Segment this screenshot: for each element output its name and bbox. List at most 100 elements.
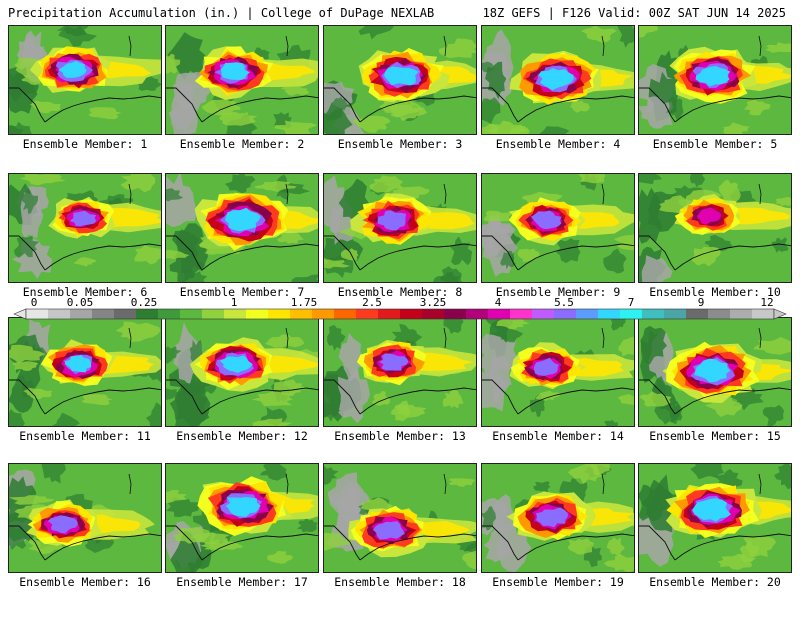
ensemble-member-label: Ensemble Member: 15 <box>649 429 781 443</box>
precip-field <box>639 464 791 572</box>
ensemble-member-panel: Ensemble Member: 5 <box>638 25 792 179</box>
colorbar-swatch <box>488 309 511 319</box>
colorbar-tick-label: 0.05 <box>66 296 94 309</box>
ensemble-member-panel: Ensemble Member: 10 <box>638 173 792 327</box>
ensemble-member-panel: Ensemble Member: 7 <box>165 173 319 327</box>
colorbar-swatch <box>510 309 533 319</box>
ensemble-member-label: Ensemble Member: 13 <box>334 429 466 443</box>
colorbar-swatch <box>180 309 203 319</box>
ensemble-member-panel: Ensemble Member: 12 <box>165 317 319 471</box>
precip-field <box>9 318 161 426</box>
ensemble-member-panel: Ensemble Member: 15 <box>638 317 792 471</box>
colorbar-swatch <box>620 309 643 319</box>
ensemble-member-label: Ensemble Member: 3 <box>337 137 463 151</box>
precip-map <box>8 317 162 427</box>
ensemble-member-panel: Ensemble Member: 13 <box>323 317 477 471</box>
precip-map <box>638 25 792 135</box>
colorbar-swatch <box>422 309 445 319</box>
precip-map <box>481 25 635 135</box>
colorbar-swatch <box>334 309 357 319</box>
precip-field <box>166 318 318 426</box>
precip-field <box>639 174 791 282</box>
colorbar-swatch <box>466 309 489 319</box>
colorbar-swatch <box>92 309 115 319</box>
precip-map <box>8 463 162 573</box>
colorbar-swatch <box>444 309 467 319</box>
colorbar-swatch <box>642 309 665 319</box>
colorbar-swatch <box>664 309 687 319</box>
precip-field <box>639 26 791 134</box>
colorbar-swatch <box>752 309 775 319</box>
colorbar-min-arrow <box>13 308 27 320</box>
ensemble-member-panel: Ensemble Member: 6 <box>8 173 162 327</box>
ensemble-member-panel: Ensemble Member: 18 <box>323 463 477 617</box>
precip-field <box>324 174 476 282</box>
model-valid-time: 18Z GEFS | F126 Valid: 00Z SAT JUN 14 20… <box>482 6 786 20</box>
ensemble-member-panel: Ensemble Member: 20 <box>638 463 792 617</box>
colorbar-swatch <box>598 309 621 319</box>
ensemble-panel-grid: Ensemble Member: 1 Ensemble Member: 2 Ense… <box>8 25 792 589</box>
colorbar-tick-label: 7 <box>627 296 635 309</box>
ensemble-member-label: Ensemble Member: 19 <box>492 575 624 589</box>
colorbar-swatch <box>114 309 137 319</box>
ensemble-member-label: Ensemble Member: 14 <box>492 429 624 443</box>
colorbar-tick-label: 5.5 <box>554 296 574 309</box>
precip-field <box>324 26 476 134</box>
colorbar-tick-label: 2.5 <box>362 296 382 309</box>
precip-map <box>165 317 319 427</box>
precip-map <box>481 317 635 427</box>
precip-field <box>482 174 634 282</box>
colorbar-tick-label: 12 <box>760 296 774 309</box>
precip-field <box>639 318 791 426</box>
precip-field <box>482 318 634 426</box>
ensemble-member-label: Ensemble Member: 17 <box>176 575 308 589</box>
colorbar-swatch <box>224 309 247 319</box>
precip-map <box>481 463 635 573</box>
colorbar-tick-label: 3.25 <box>419 296 447 309</box>
colorbar-swatch <box>312 309 335 319</box>
colorbar-swatch <box>400 309 423 319</box>
precip-map <box>638 173 792 283</box>
colorbar-max-arrow <box>773 308 787 320</box>
ensemble-member-label: Ensemble Member: 4 <box>495 137 621 151</box>
precip-map <box>323 463 477 573</box>
precip-map <box>481 173 635 283</box>
ensemble-member-panel: Ensemble Member: 16 <box>8 463 162 617</box>
colorbar-swatch <box>686 309 709 319</box>
colorbar-swatch <box>532 309 555 319</box>
precip-field <box>166 26 318 134</box>
colorbar-swatch <box>246 309 269 319</box>
precip-field <box>482 26 634 134</box>
ensemble-member-panel: Ensemble Member: 8 <box>323 173 477 327</box>
precip-field <box>482 464 634 572</box>
colorbar-swatch <box>378 309 401 319</box>
colorbar-tick-label: 4 <box>494 296 502 309</box>
colorbar-swatch <box>730 309 753 319</box>
map-title: Precipitation Accumulation (in.) | Colle… <box>8 6 435 20</box>
colorbar-tick-label: 0 <box>30 296 38 309</box>
precip-field <box>166 174 318 282</box>
colorbar-swatch <box>290 309 313 319</box>
precip-field <box>324 318 476 426</box>
ensemble-member-panel: Ensemble Member: 19 <box>481 463 635 617</box>
ensemble-member-label: Ensemble Member: 18 <box>334 575 466 589</box>
ensemble-member-panel: Ensemble Member: 3 <box>323 25 477 179</box>
ensemble-member-label: Ensemble Member: 10 <box>649 285 781 299</box>
ensemble-member-label: Ensemble Member: 1 <box>22 137 148 151</box>
ensemble-member-label: Ensemble Member: 11 <box>19 429 151 443</box>
colorbar-swatch <box>136 309 159 319</box>
ensemble-member-panel: Ensemble Member: 9 <box>481 173 635 327</box>
ensemble-member-label: Ensemble Member: 5 <box>652 137 778 151</box>
precip-map <box>165 25 319 135</box>
precip-map <box>165 463 319 573</box>
precip-map <box>165 173 319 283</box>
precip-map <box>323 25 477 135</box>
colorbar-swatch <box>70 309 93 319</box>
precip-map <box>638 317 792 427</box>
colorbar-swatch <box>26 309 49 319</box>
ensemble-member-panel: Ensemble Member: 2 <box>165 25 319 179</box>
ensemble-member-label: Ensemble Member: 16 <box>19 575 151 589</box>
precip-field <box>324 464 476 572</box>
colorbar-tick-label: 1.75 <box>290 296 318 309</box>
precip-map <box>323 317 477 427</box>
